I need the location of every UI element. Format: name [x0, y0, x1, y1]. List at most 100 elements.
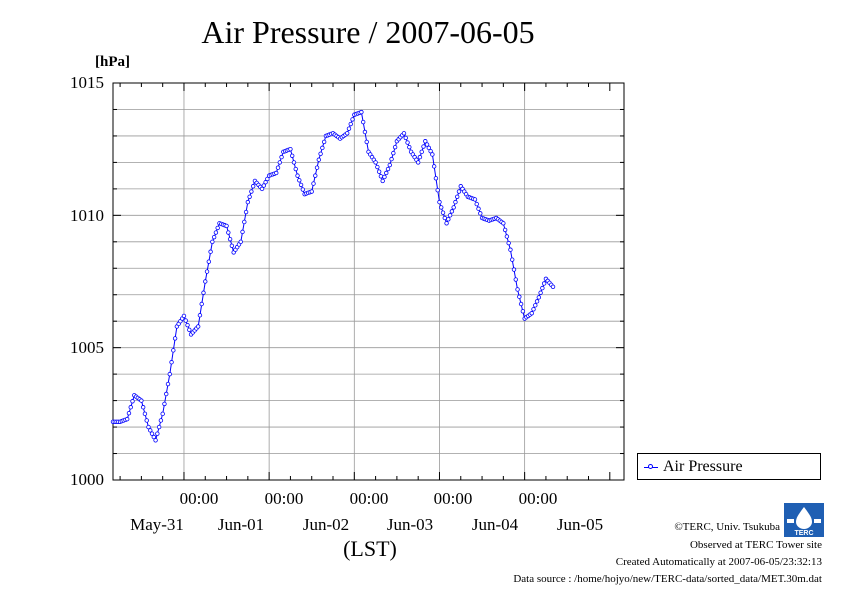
- data-point: [350, 117, 355, 122]
- data-point: [259, 186, 265, 192]
- data-point: [426, 145, 432, 151]
- data-point: [146, 424, 151, 430]
- data-point: [206, 259, 212, 264]
- data-point: [364, 139, 369, 145]
- data-point: [455, 194, 460, 200]
- y-tick-label: 1005: [70, 338, 104, 357]
- data-point: [510, 257, 515, 262]
- data-point: [277, 160, 282, 165]
- data-point: [172, 336, 178, 341]
- data-point: [247, 194, 252, 200]
- legend-label: Air Pressure: [663, 458, 743, 475]
- data-point: [210, 239, 215, 244]
- data-point: [279, 154, 284, 160]
- data-point: [536, 295, 542, 300]
- x-time-label: 00:00: [518, 489, 558, 508]
- data-point: [288, 146, 293, 152]
- data-point: [419, 149, 424, 155]
- data-point: [533, 303, 538, 308]
- data-point: [243, 209, 249, 215]
- footer-source: Data source : /home/hojyo/new/TERC-data/…: [513, 573, 822, 585]
- data-point: [478, 211, 483, 216]
- data-point: [439, 205, 444, 210]
- data-point: [433, 176, 439, 181]
- data-point: [181, 313, 187, 319]
- data-point: [197, 313, 203, 318]
- data-point: [227, 236, 233, 242]
- data-point: [518, 301, 524, 307]
- data-point: [320, 145, 325, 151]
- data-point: [407, 144, 412, 150]
- data-point: [128, 405, 133, 410]
- x-day-label: Jun-04: [471, 515, 519, 534]
- x-time-label: 00:00: [433, 489, 473, 508]
- data-point: [392, 144, 398, 150]
- data-point: [204, 269, 210, 274]
- data-point: [300, 187, 306, 192]
- footer-copyright: ©TERC, Univ. Tsukuba: [674, 521, 780, 533]
- data-point: [447, 213, 453, 218]
- data-point: [229, 243, 235, 248]
- data-point: [275, 165, 281, 170]
- data-point: [449, 209, 455, 214]
- data-point: [153, 438, 158, 443]
- data-point: [451, 205, 456, 210]
- data-point: [417, 154, 423, 160]
- data-point: [538, 290, 543, 295]
- data-point: [130, 399, 135, 404]
- data-point: [385, 166, 391, 172]
- air-pressure-line: [113, 111, 554, 442]
- data-point: [162, 401, 167, 407]
- data-point: [456, 189, 462, 194]
- data-point: [151, 434, 157, 440]
- data-point: [195, 324, 201, 329]
- data-point: [424, 142, 430, 147]
- data-point: [142, 411, 148, 417]
- terc-logo-icon: TERC: [784, 503, 824, 537]
- data-point: [155, 431, 160, 436]
- data-point: [242, 219, 247, 225]
- y-unit-label: [hPa]: [95, 54, 130, 70]
- data-point: [274, 170, 279, 176]
- data-point: [171, 348, 176, 353]
- data-point: [534, 299, 540, 304]
- data-point: [203, 279, 208, 284]
- data-point: [261, 183, 267, 188]
- data-point: [316, 157, 322, 162]
- x-day-label: Jun-05: [556, 515, 604, 534]
- data-point: [169, 360, 174, 365]
- data-point: [423, 139, 428, 144]
- data-point: [160, 411, 165, 417]
- data-point: [124, 416, 130, 422]
- data-point: [167, 371, 172, 377]
- data-point: [226, 230, 231, 235]
- data-point: [444, 221, 449, 226]
- data-point: [215, 225, 220, 231]
- data-point: [440, 210, 446, 215]
- data-point: [126, 410, 132, 416]
- data-point: [517, 294, 522, 299]
- y-tick-label: 1015: [70, 73, 104, 92]
- x-time-label: 00:00: [264, 489, 304, 508]
- data-point: [309, 189, 314, 194]
- data-point: [405, 140, 410, 145]
- data-point: [391, 150, 396, 156]
- data-point: [431, 164, 437, 169]
- data-point: [378, 174, 384, 179]
- data-point: [265, 176, 270, 182]
- legend: Air Pressure: [637, 453, 821, 480]
- data-point: [240, 229, 245, 235]
- data-point: [291, 160, 297, 165]
- data-point: [508, 247, 513, 252]
- data-point: [298, 182, 304, 188]
- data-point: [415, 160, 421, 165]
- data-point: [515, 287, 520, 292]
- data-point: [504, 234, 510, 239]
- data-point: [375, 164, 380, 170]
- data-point: [502, 227, 508, 233]
- x-axis-label: (LST): [343, 536, 397, 561]
- data-point: [506, 240, 511, 246]
- x-time-label: 00:00: [349, 489, 389, 508]
- data-point: [389, 156, 394, 162]
- data-point: [531, 307, 536, 312]
